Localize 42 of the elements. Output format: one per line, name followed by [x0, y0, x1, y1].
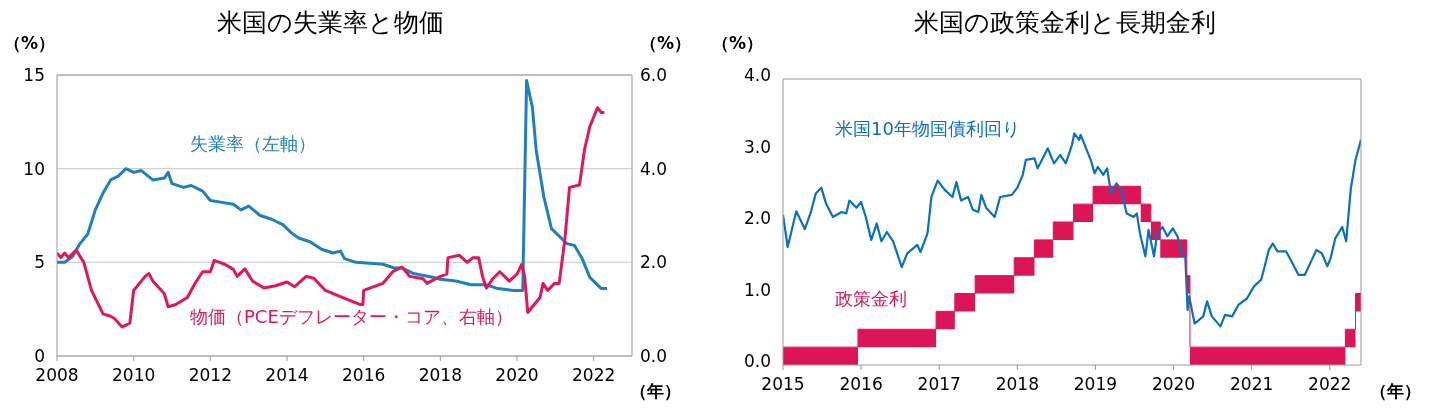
x-tick-label: 2016 — [342, 365, 386, 386]
y-axis-title: （%） — [712, 32, 764, 55]
series-label: 失業率（左軸） — [190, 132, 316, 156]
y-tick-label: 3.0 — [743, 136, 771, 157]
x-tick-label: 2017 — [917, 374, 961, 395]
x-tick-label: 2012 — [188, 365, 232, 386]
x-tick-label: 2019 — [1073, 374, 1118, 395]
chart-title: 米国の政策金利と長期金利 — [914, 7, 1216, 39]
x-axis-title: （年） — [630, 380, 681, 403]
y-tick-label: 1.0 — [743, 279, 771, 300]
x-tick-label: 2021 — [1230, 374, 1274, 395]
y-tick-label: 10 — [23, 158, 45, 179]
x-tick-label: 2020 — [1151, 374, 1196, 395]
y2-tick-label: 6.0 — [640, 65, 668, 86]
series-label: 物価（PCEデフレーター・コア、右軸） — [190, 305, 513, 329]
y2-axis-title: （%） — [640, 32, 692, 55]
series-label: 米国10年物国債利回り — [835, 117, 1020, 141]
y-tick-label: 5 — [34, 252, 45, 273]
y-tick-label: 4.0 — [743, 65, 771, 86]
y2-tick-label: 4.0 — [640, 158, 668, 179]
y2-tick-label: 2.0 — [640, 252, 668, 273]
x-tick-label: 2016 — [839, 374, 883, 395]
series-label: 政策金利 — [835, 287, 907, 311]
y-tick-label: 0 — [34, 346, 45, 367]
x-tick-label: 2020 — [495, 365, 539, 386]
x-tick-label: 2022 — [572, 365, 616, 386]
chart-title: 米国の失業率と物価 — [216, 7, 444, 39]
y2-tick-label: 0.0 — [640, 346, 668, 367]
x-tick-label: 2015 — [761, 374, 805, 395]
y-tick-label: 15 — [23, 65, 45, 86]
x-tick-label: 2008 — [35, 365, 79, 386]
x-axis-title: （年） — [1370, 380, 1421, 403]
line-series — [57, 79, 609, 292]
line-series — [57, 106, 606, 329]
y-tick-label: 0.0 — [743, 351, 771, 372]
x-tick-label: 2014 — [265, 365, 309, 386]
x-tick-label: 2018 — [418, 365, 462, 386]
x-tick-label: 2022 — [1308, 374, 1352, 395]
y-axis-title: （%） — [4, 32, 56, 55]
x-tick-label: 2010 — [112, 365, 156, 386]
x-tick-label: 2018 — [995, 374, 1039, 395]
y-tick-label: 2.0 — [743, 208, 771, 229]
